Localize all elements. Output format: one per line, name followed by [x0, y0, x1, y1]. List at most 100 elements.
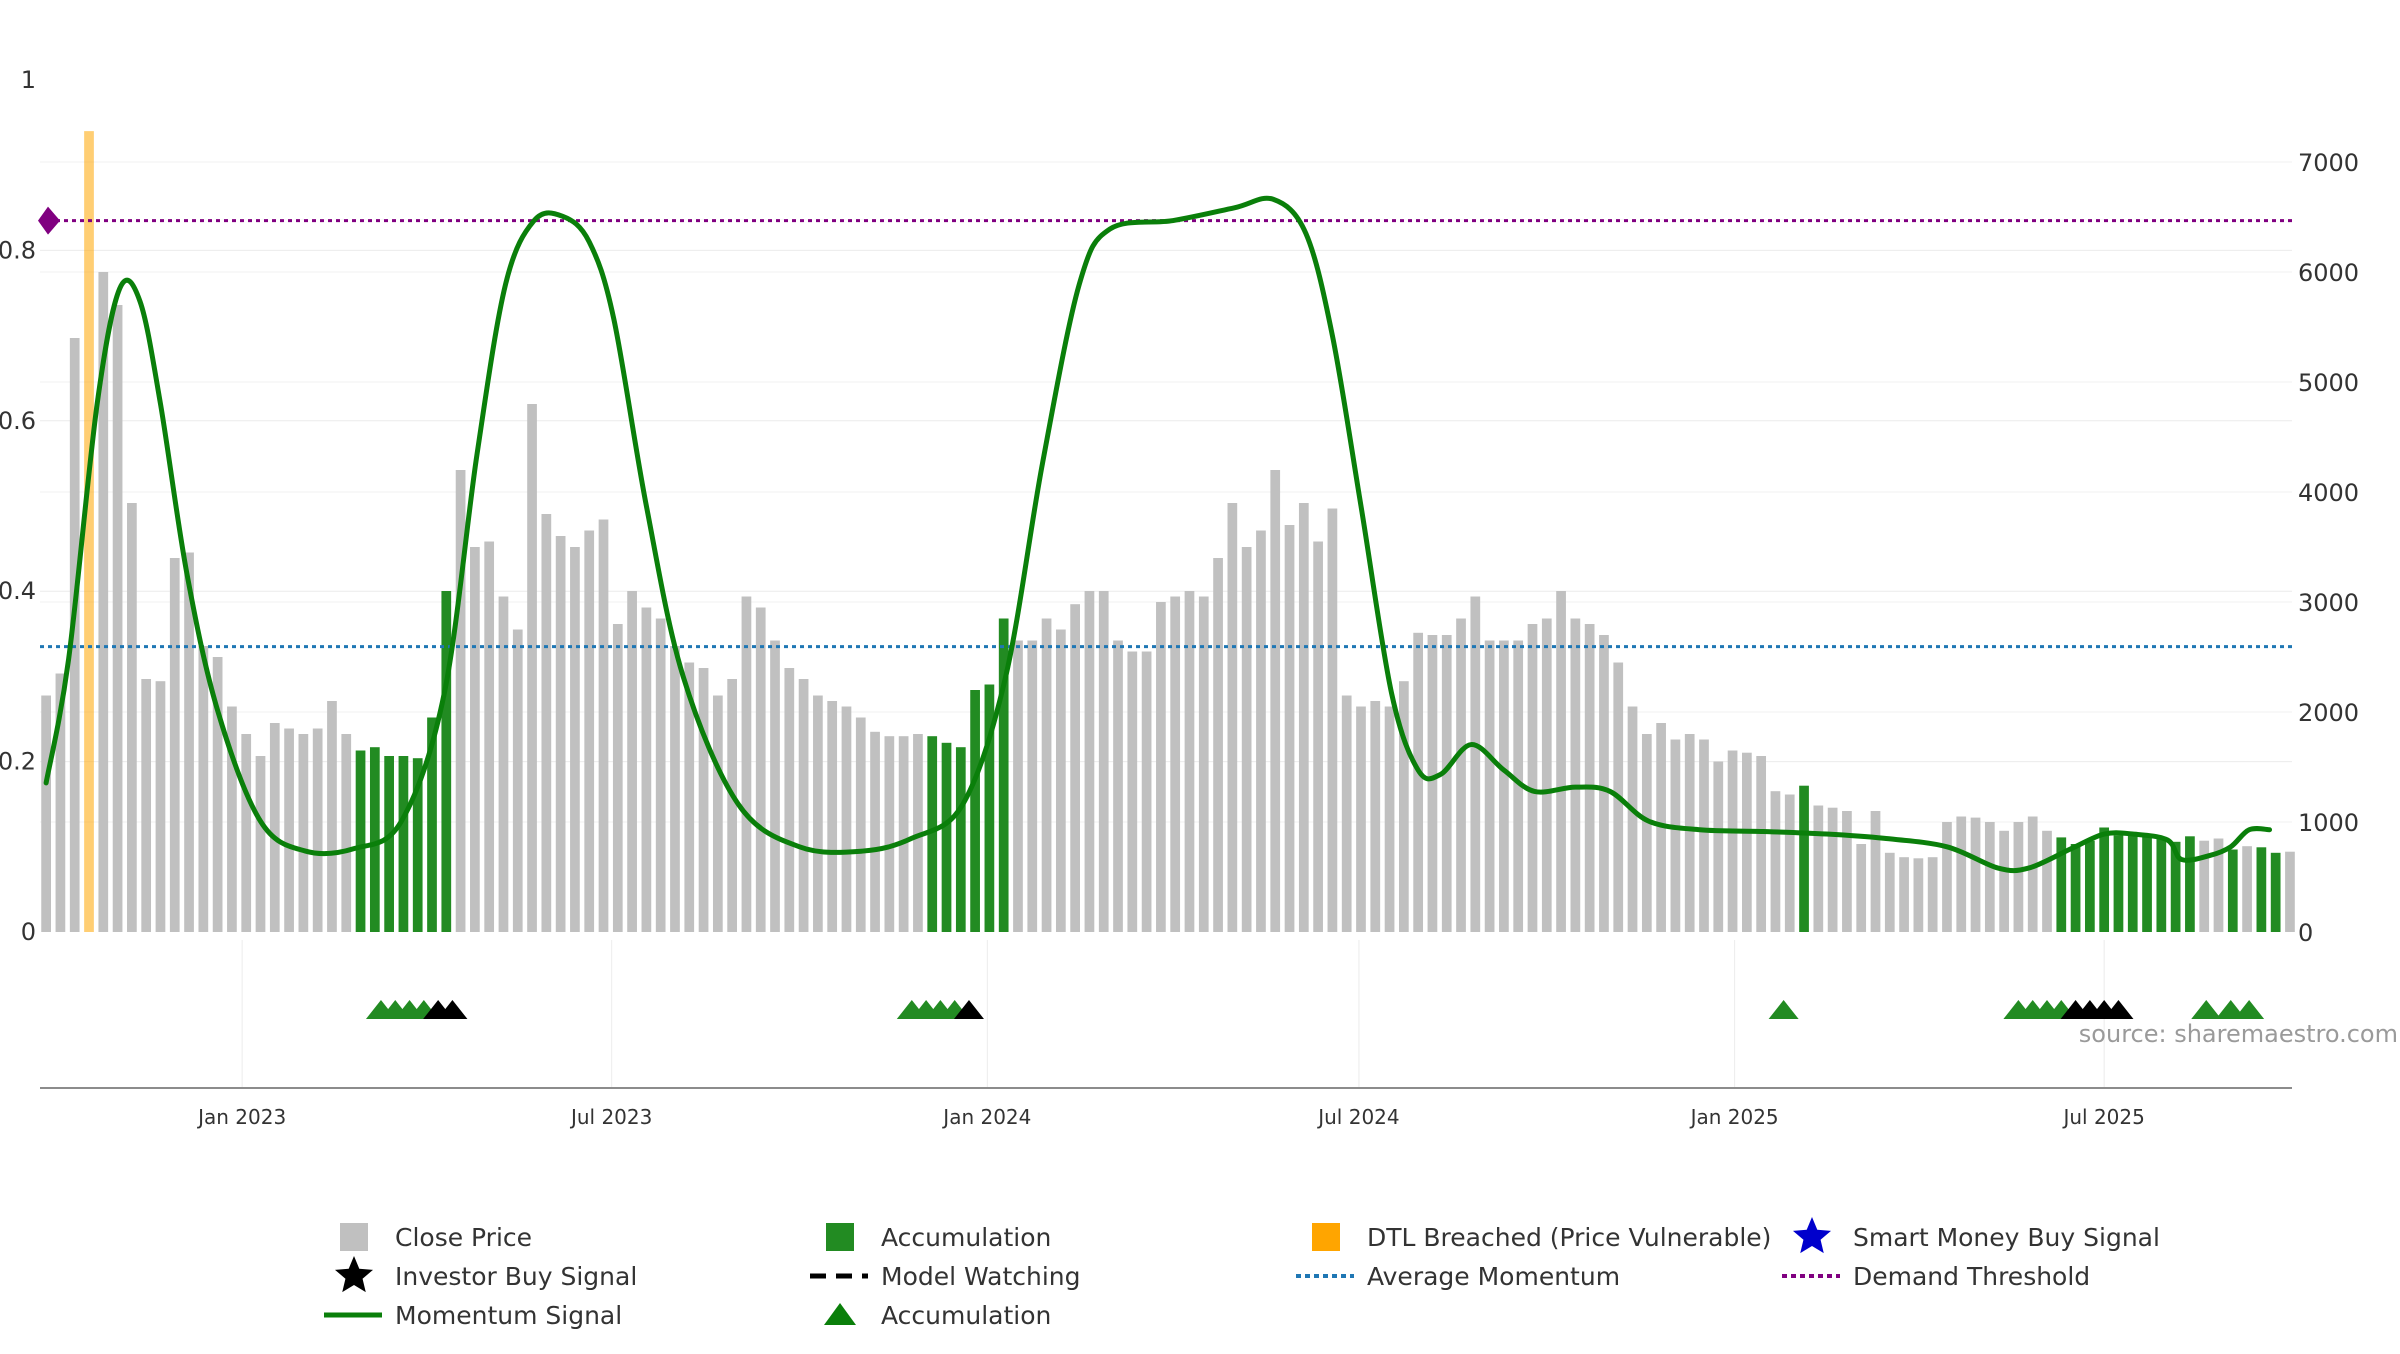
close-price-bar: [1327, 508, 1338, 932]
legend-accumulation-triangle-icon: [824, 1303, 856, 1325]
close-price-bar: [898, 736, 909, 932]
left-axis-tick-label: 0.4: [0, 577, 36, 605]
close-price-bar: [570, 547, 580, 932]
close-price-bar: [1370, 701, 1381, 932]
close-price-bar: [1641, 734, 1652, 932]
close-price-bar: [498, 596, 509, 932]
close-price-bar: [1742, 752, 1752, 932]
close-price-bar: [341, 734, 352, 932]
close-price-bar: [741, 596, 752, 932]
close-price-bar: [1827, 807, 1838, 932]
accumulation-triangle-icon: [2191, 1000, 2222, 1019]
right-axis-tick-label: 5000: [2298, 369, 2359, 397]
close-price-bar: [884, 736, 895, 932]
close-price-bar: [1384, 706, 1395, 932]
close-price-bar: [1084, 591, 1095, 932]
accumulation-bar: [955, 747, 966, 932]
accumulation-bar: [970, 690, 980, 932]
close-price-bar: [1556, 591, 1566, 932]
accumulation-bar: [412, 758, 423, 932]
x-axis-tick-label: Jul 2024: [1316, 1105, 1399, 1129]
x-axis-tick-label: Jan 2024: [941, 1105, 1031, 1129]
close-price-bar: [1284, 525, 1295, 932]
close-price-bar: [470, 547, 480, 932]
accumulation-bar: [355, 750, 366, 932]
close-price-bar: [127, 503, 137, 932]
close-price-bar: [1141, 651, 1152, 932]
legend-momentum-signal-label: Momentum Signal: [395, 1301, 622, 1330]
close-price-bar: [1184, 591, 1195, 932]
close-price-bar: [41, 695, 51, 932]
left-axis-tick-label: 0.2: [0, 748, 36, 776]
close-price-bar: [641, 607, 652, 932]
close-price-bar: [1241, 547, 1252, 932]
close-price-bar: [798, 679, 809, 932]
legend-smart-money-buy-signal-label: Smart Money Buy Signal: [1853, 1223, 2160, 1252]
close-price-bar: [1198, 596, 1209, 932]
close-price-bar: [2285, 851, 2295, 932]
close-price-bar: [212, 657, 223, 932]
right-axis-tick-label: 2000: [2298, 699, 2359, 727]
legend-model-watching-label: Model Watching: [881, 1262, 1081, 1291]
close-price-bar: [1727, 750, 1738, 932]
accumulation-bar: [2156, 838, 2167, 932]
legend-demand-threshold-label: Demand Threshold: [1853, 1262, 2090, 1291]
close-price-bar: [1599, 635, 1609, 932]
close-price-bar: [1213, 558, 1223, 932]
accumulation-triangle-icon: [2234, 1000, 2265, 1019]
close-price-bar: [1584, 624, 1595, 932]
close-price-bar: [327, 701, 337, 932]
legend-dtl-breached-price-vulnerable-swatch: [1312, 1223, 1340, 1251]
left-axis-tick-label: 0.8: [0, 236, 36, 264]
close-price-bar: [1913, 858, 1924, 932]
close-price-bar: [2042, 830, 2052, 932]
close-price-bar: [1527, 624, 1538, 932]
legend-accumulation-label: Accumulation: [881, 1223, 1051, 1252]
close-price-bar: [1484, 640, 1495, 932]
legend-accumulation-swatch: [826, 1223, 854, 1251]
investor-buy-marker-icon: [953, 1000, 984, 1019]
close-price-bar: [112, 305, 123, 932]
close-price-bar: [1156, 602, 1166, 932]
x-axis-tick-label: Jul 2023: [569, 1105, 652, 1129]
close-price-bar: [841, 706, 852, 932]
close-price-bar: [1127, 651, 1138, 932]
close-price-bar: [312, 728, 323, 932]
close-price-bar: [1999, 830, 2009, 932]
close-price-bar: [1984, 822, 1995, 932]
close-price-bar: [2242, 846, 2252, 932]
close-price-bar: [255, 756, 266, 932]
close-price-bar: [155, 681, 166, 932]
legend-close-price-swatch: [340, 1223, 368, 1251]
accumulation-bar: [2185, 836, 2195, 932]
close-price-bar: [2027, 816, 2038, 932]
close-price-bar: [727, 679, 737, 932]
close-price-bar: [527, 404, 537, 932]
accumulation-bar: [2127, 833, 2138, 932]
close-price-bar: [655, 618, 666, 932]
close-price-bar: [1055, 629, 1066, 932]
accumulation-bar: [2256, 847, 2267, 932]
accumulation-bar: [384, 756, 394, 932]
close-price-bar: [1341, 695, 1352, 932]
x-axis-tick-label: Jul 2025: [2061, 1105, 2144, 1129]
close-price-bar: [1041, 618, 1052, 932]
close-price-bar: [784, 668, 795, 932]
close-price-bar: [1298, 503, 1309, 932]
accumulation-bar: [941, 742, 952, 932]
accumulation-bar: [2056, 837, 2067, 932]
close-price-bar: [269, 723, 280, 932]
close-price-bar: [827, 701, 838, 932]
close-price-bar: [755, 607, 766, 932]
close-price-bar: [555, 536, 566, 932]
accumulation-bar: [2113, 835, 2124, 932]
close-price-bar: [1541, 618, 1552, 932]
close-price-bar: [1513, 640, 1524, 932]
close-price-bar: [913, 734, 923, 932]
close-price-bar: [141, 679, 152, 932]
accumulation-bar: [927, 736, 938, 932]
close-price-bar: [670, 646, 680, 932]
close-price-bar: [512, 629, 523, 932]
close-price-bar: [1699, 739, 1709, 932]
accumulation-bar: [2070, 844, 2081, 932]
